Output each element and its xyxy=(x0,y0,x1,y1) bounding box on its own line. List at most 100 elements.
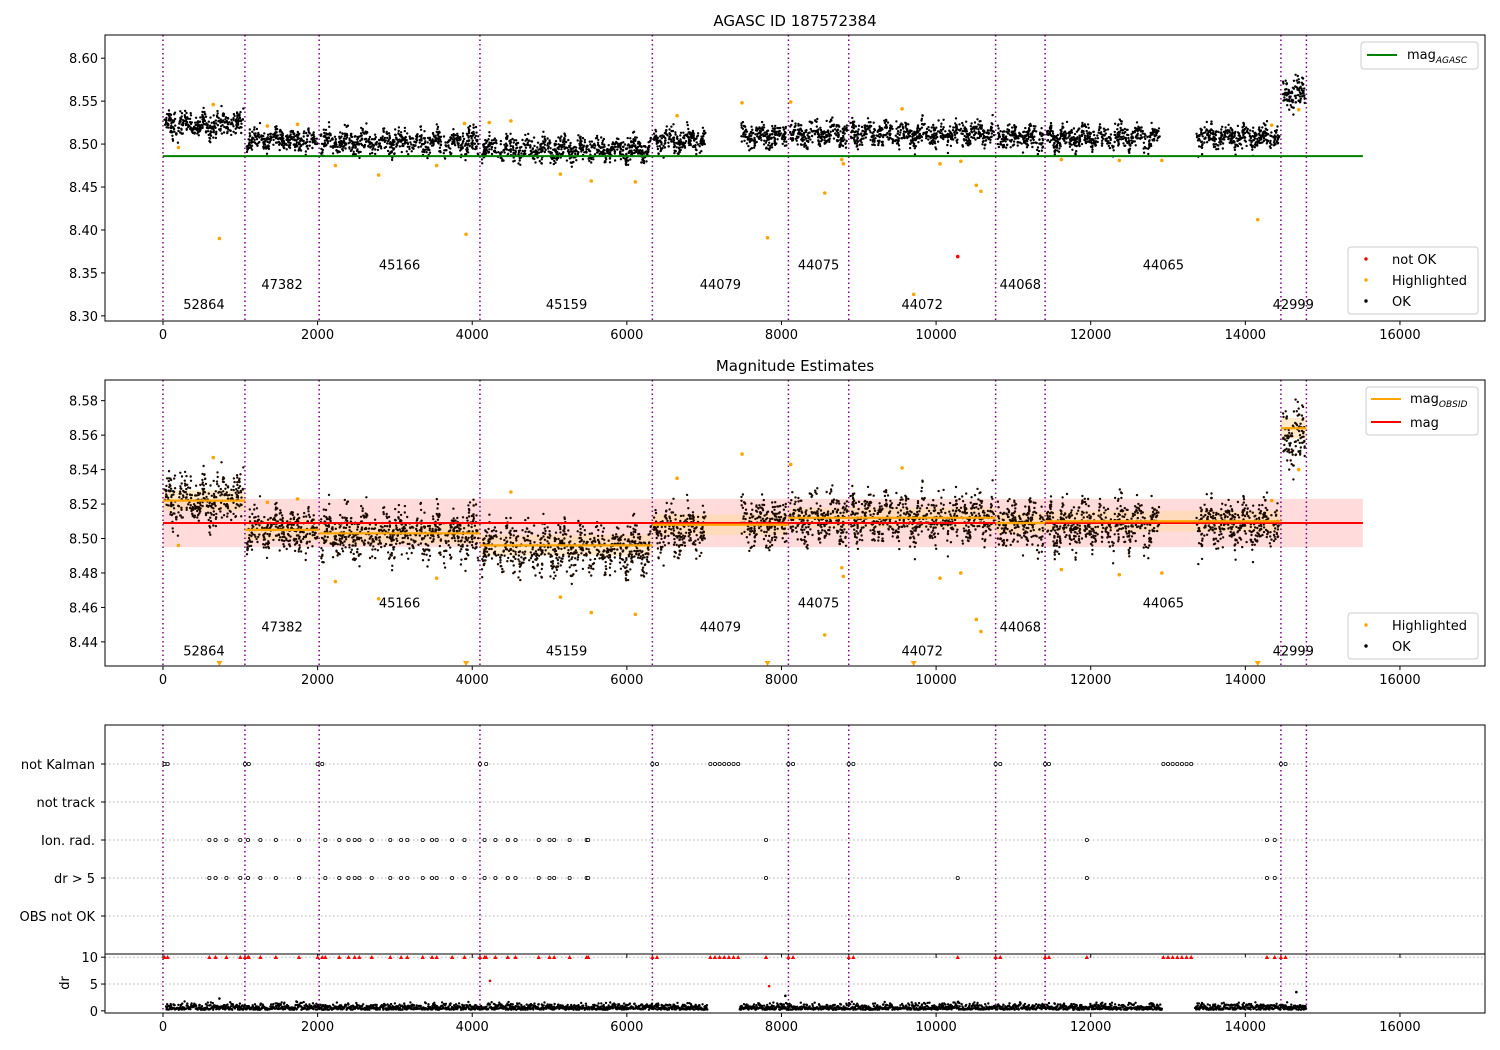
ok-point xyxy=(1231,131,1234,134)
ok-point xyxy=(1259,134,1263,137)
ok-point xyxy=(758,135,761,138)
ok-point xyxy=(1195,134,1199,138)
ok-point xyxy=(428,151,432,154)
ok-point xyxy=(266,138,269,141)
ok-point xyxy=(561,144,564,148)
ok-point xyxy=(215,512,218,516)
ok-point xyxy=(1127,133,1130,137)
ok-point xyxy=(415,133,419,137)
ok-point xyxy=(670,140,673,143)
ok-point xyxy=(268,533,272,536)
ok-point xyxy=(894,134,897,137)
ok-point xyxy=(288,145,291,149)
ok-point xyxy=(298,142,301,145)
ok-point xyxy=(634,145,637,148)
ok-point xyxy=(1118,118,1122,121)
ok-point xyxy=(682,136,685,139)
ok-point xyxy=(319,134,322,138)
ok-point xyxy=(394,128,397,131)
ok-point xyxy=(837,124,840,127)
ok-point xyxy=(828,120,832,123)
ok-point xyxy=(235,488,238,491)
ok-point xyxy=(238,480,241,483)
ok-point xyxy=(342,139,346,143)
ok-point xyxy=(876,130,879,134)
ok-point xyxy=(365,122,368,125)
ok-point xyxy=(1220,131,1223,134)
ok-point xyxy=(1107,144,1111,148)
ok-point xyxy=(764,147,768,150)
ok-point xyxy=(204,512,208,515)
ok-point xyxy=(289,133,292,136)
ok-point xyxy=(1074,152,1077,155)
ok-point xyxy=(856,148,860,151)
ok-point xyxy=(1081,121,1084,125)
ok-point xyxy=(778,133,781,136)
ok-point xyxy=(1125,128,1128,131)
ok-point xyxy=(1258,141,1262,145)
ok-point xyxy=(1294,85,1297,88)
ok-point xyxy=(1113,140,1116,144)
ok-point xyxy=(1234,130,1237,134)
ok-point xyxy=(325,138,328,141)
ok-point xyxy=(936,130,940,133)
ok-point xyxy=(1221,147,1225,150)
ok-point xyxy=(1053,142,1056,145)
ok-point xyxy=(1273,139,1276,142)
ok-point xyxy=(1300,95,1304,98)
ok-point xyxy=(178,492,181,495)
agasc-plot-area: 5286447382451664515944079440754407244068… xyxy=(162,35,1363,321)
ok-point xyxy=(695,148,698,152)
ok-point xyxy=(866,124,869,128)
ok-point xyxy=(563,139,566,142)
ok-point xyxy=(212,507,215,510)
ok-point xyxy=(1253,146,1257,149)
ok-point xyxy=(473,136,477,139)
ok-point xyxy=(743,139,746,142)
ok-point xyxy=(308,144,311,147)
highlighted-point xyxy=(176,145,181,150)
ok-point xyxy=(222,131,226,134)
ok-point xyxy=(581,148,584,152)
ok-point xyxy=(585,144,589,147)
ok-point xyxy=(414,141,417,144)
ok-point xyxy=(818,143,822,146)
ok-point xyxy=(753,144,756,147)
ok-point xyxy=(356,140,359,144)
ok-point xyxy=(419,125,423,128)
ok-point xyxy=(183,115,187,119)
ok-point xyxy=(446,141,449,144)
ok-point xyxy=(1104,139,1107,142)
ok-point xyxy=(1299,100,1302,103)
legend-agasc-label: magAGASC xyxy=(1407,48,1468,66)
ok-point xyxy=(426,136,430,140)
ok-point xyxy=(274,137,278,140)
ok-point xyxy=(770,146,774,149)
ok-point xyxy=(1017,141,1020,144)
ok-point xyxy=(920,126,924,129)
ok-point xyxy=(1283,96,1286,99)
ok-point xyxy=(765,130,768,134)
ok-point xyxy=(615,137,619,140)
ok-point xyxy=(770,129,774,133)
ok-point xyxy=(186,483,189,486)
ok-point xyxy=(1121,129,1124,132)
ok-point xyxy=(673,144,676,148)
ok-point xyxy=(590,161,593,164)
ok-point xyxy=(1046,139,1049,142)
ok-point xyxy=(524,152,527,155)
ok-point xyxy=(344,137,348,140)
ok-point xyxy=(534,149,538,152)
ok-point xyxy=(927,138,930,141)
ok-point xyxy=(253,132,256,135)
ok-point xyxy=(240,515,243,518)
ok-point xyxy=(295,145,298,148)
ok-point xyxy=(970,128,973,131)
ok-point xyxy=(1141,129,1145,133)
ok-point xyxy=(374,142,378,146)
ok-point xyxy=(740,124,743,127)
ok-point xyxy=(1237,137,1240,141)
ok-point xyxy=(305,138,309,141)
ok-point xyxy=(408,135,411,138)
ok-point xyxy=(493,149,497,152)
